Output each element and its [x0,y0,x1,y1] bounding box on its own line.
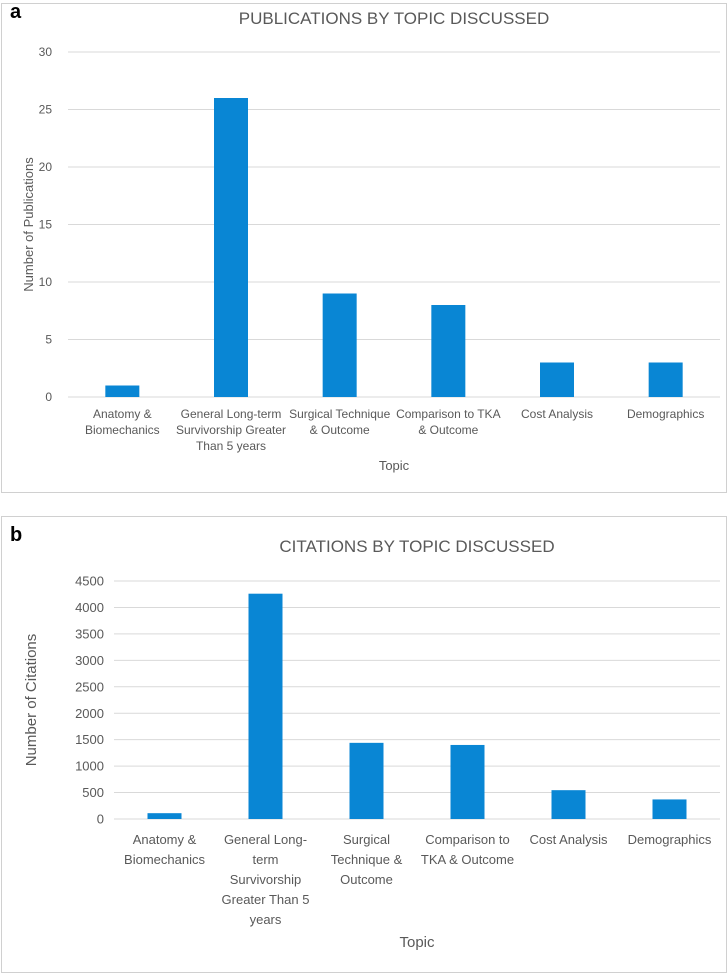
chart-a-y-tick-label: 25 [39,103,53,117]
chart-b-category-label: Anatomy & Biomechanics [124,832,205,867]
chart-b-category-label-line: TKA & Outcome [421,852,514,867]
chart-a-category-label-line: & Outcome [418,423,478,437]
chart-a-bar [105,385,140,397]
chart-a-category-label-line: Demographics [627,407,704,421]
chart-b-y-tick-label: 1500 [75,732,104,747]
chart-b-category-label-line: Greater Than 5 [222,892,310,907]
chart-a-frame [1,3,727,493]
chart-b-y-tick-label: 4500 [75,574,104,589]
chart-b-category-label: Demographics [628,832,712,847]
chart-b-bar [551,790,586,819]
chart-a-x-axis-label: Topic [379,458,410,473]
panel-label-a: a [10,1,22,23]
chart-b-category-label-line: Cost Analysis [529,832,608,847]
chart-a-category-label: Demographics [627,407,704,421]
chart-b-category-label-line: Anatomy & [133,832,197,847]
chart-a-bar [214,98,248,397]
chart-a-category-label: General Long-term Survivorship Greater Tha… [176,407,286,453]
chart-b-category-label: Cost Analysis [529,832,608,847]
chart-b-bar [147,813,182,819]
chart-a-y-tick-label: 0 [45,390,52,404]
chart-a-bar [322,293,357,397]
chart-b-y-tick-label: 0 [97,812,104,827]
chart-a-category-label: Cost Analysis [521,407,593,421]
chart-b-category-label-line: Outcome [340,872,393,887]
chart-a-category-label-line: Comparison to TKA [396,407,501,421]
chart-a-category-label-line: Cost Analysis [521,407,593,421]
chart-a-category-label: Comparison to TKA & Outcome [396,407,501,437]
chart-b-y-tick-label: 2500 [75,679,104,694]
chart-b-category-label-line: Demographics [628,832,712,847]
chart-a-category-label-line: General Long-term [181,407,282,421]
chart-b-y-tick-label: 1000 [75,759,104,774]
chart-a-y-axis-label: Number of Publications [21,157,36,292]
chart-a-y-tick-label: 15 [39,218,53,232]
chart-b-y-tick-label: 3500 [75,626,104,641]
chart-b-bar [450,744,485,819]
chart-b-category-label-line: Biomechanics [124,852,205,867]
chart-a-bar [648,362,683,397]
chart-a-bar [431,305,466,397]
chart-a-category-label-line: Anatomy & [93,407,152,421]
chart-b-category-label-line: term [253,852,279,867]
chart-b-y-tick-label: 500 [82,785,104,800]
chart-b-y-tick-label: 3000 [75,653,104,668]
chart-a-category-label-line: Surgical Technique [289,407,391,421]
chart-b-category-label-line: Surgical [343,832,390,847]
panel-label-b: b [10,524,23,546]
chart-a-y-tick-label: 20 [39,160,53,174]
chart-a-title: PUBLICATIONS BY TOPIC DISCUSSED [239,9,550,28]
chart-a-bar [540,362,574,397]
chart-b-y-axis-label: Number of Citations [23,634,40,767]
chart-b-bar [652,799,687,819]
chart-a-category-label-line: Biomechanics [85,423,160,437]
chart-b-y-tick-label: 2000 [75,706,104,721]
chart-b-category-label-line: Technique & [331,852,403,867]
chart-b-bar [248,593,283,819]
chart-a-category-label-line: Than 5 years [196,439,266,453]
chart-b-category-label: Surgical Technique & Outcome [331,832,403,887]
chart-b-category-label-line: General Long- [224,832,307,847]
chart-b-category-label: Comparison to TKA & Outcome [421,832,514,867]
chart-a-y-tick-label: 10 [39,275,53,289]
chart-a-category-label-line: & Outcome [310,423,370,437]
chart-a-y-tick-label: 5 [45,333,52,347]
chart-a-category-label-line: Survivorship Greater [176,423,286,437]
chart-b-category-label-line: years [250,912,282,927]
chart-a-category-label: Anatomy & Biomechanics [85,407,160,437]
chart-a-category-label: Surgical Technique & Outcome [289,407,391,437]
chart-b-category-label-line: Survivorship [230,872,302,887]
chart-b-title: CITATIONS BY TOPIC DISCUSSED [279,537,554,556]
chart-a-y-tick-label: 30 [39,45,53,59]
chart-b-bar [349,742,384,819]
chart-b-y-tick-label: 4000 [75,600,104,615]
chart-b-category-label-line: Comparison to [425,832,510,847]
chart-b-x-axis-label: Topic [399,934,435,951]
chart-b-category-label: General Long-term Survivorship Greater Tha… [222,832,310,927]
